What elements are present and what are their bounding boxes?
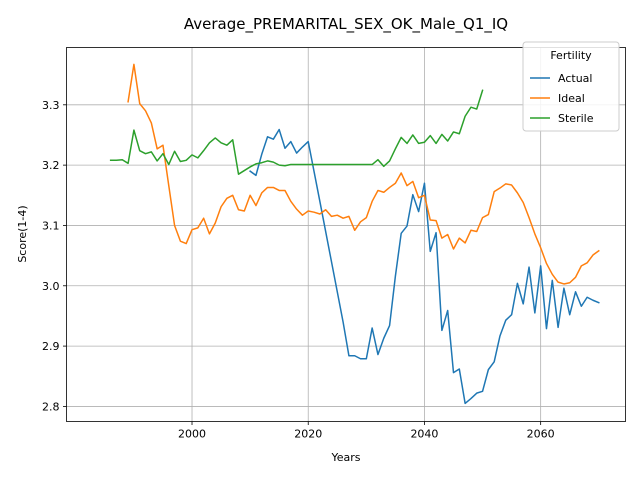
x-axis-label: Years [330, 451, 360, 464]
y-tick-label: 3.2 [42, 159, 60, 172]
y-tick-label: 3.1 [42, 219, 60, 232]
legend: Fertility Actual Ideal Sterile [522, 41, 620, 132]
series-line-actual [249, 128, 600, 405]
plot-frame [66, 47, 626, 422]
legend-label-sterile: Sterile [558, 112, 594, 125]
y-tick-label: 3.0 [42, 280, 60, 293]
axis-ticks: 2000 2020 2040 2060 2.8 2.9 3.0 3.1 3.2 3.3 [42, 99, 555, 441]
chart-title: Average_PREMARITAL_SEX_OK_Male_Q1_IQ [184, 15, 508, 34]
series-layer [109, 63, 600, 405]
y-tick-label: 3.3 [42, 99, 60, 112]
legend-label-ideal: Ideal [558, 92, 585, 105]
x-tick-label: 2040 [410, 428, 438, 441]
x-tick-label: 2000 [178, 428, 206, 441]
series-line-ideal [127, 63, 600, 285]
y-tick-label: 2.9 [42, 340, 60, 353]
x-tick-label: 2020 [294, 428, 322, 441]
legend-title: Fertility [550, 49, 592, 62]
legend-label-actual: Actual [558, 72, 592, 85]
y-axis-label: Score(1-4) [16, 205, 29, 262]
y-tick-label: 2.8 [42, 400, 60, 413]
series-line-sterile [109, 89, 484, 175]
x-tick-label: 2060 [527, 428, 555, 441]
legend-box [522, 41, 620, 132]
